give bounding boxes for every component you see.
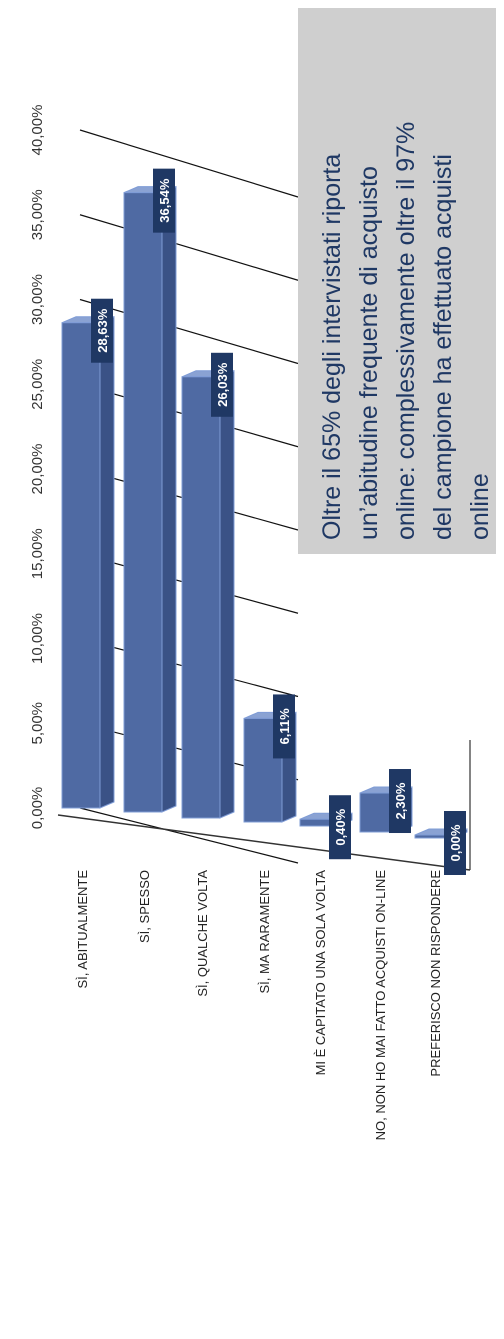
y-tick-label: 15,00%: [29, 528, 46, 579]
data-label-bg: [91, 298, 113, 363]
gridline: [79, 129, 299, 198]
bar: [181, 376, 221, 819]
category-label: SÌ, SPESSO: [137, 870, 152, 943]
data-label-bg: [389, 769, 411, 834]
y-tick-label: 30,00%: [29, 274, 46, 325]
bar-side: [161, 185, 177, 813]
category-axis-line: [57, 814, 471, 871]
bar-side: [99, 315, 115, 809]
bar: [61, 322, 101, 809]
data-label-text: 6,11%: [277, 708, 292, 745]
callout-line: del campione ha effettuato acquisti: [429, 154, 457, 540]
y-tick-label: 35,00%: [29, 189, 46, 240]
data-label: 2,30%: [389, 769, 411, 834]
y-tick-label: 20,00%: [29, 444, 46, 495]
data-label-text: 2,30%: [393, 782, 408, 819]
data-label-text: 36,54%: [157, 178, 172, 223]
category-label: NO, NON HO MAI FATTO ACQUISTI ON-LINE: [373, 870, 388, 1141]
bar: [123, 192, 163, 813]
data-label-text: 26,03%: [215, 362, 230, 407]
data-label: 0,00%: [444, 811, 466, 875]
callout-line: Oltre il 65% degli intervistati riporta: [318, 154, 346, 540]
callout-box: [298, 8, 496, 554]
y-tick-label: 10,00%: [29, 613, 46, 664]
data-label-text: 0,40%: [333, 808, 348, 845]
gridline: [79, 298, 299, 365]
callout-line: online: complessivamente oltre il 97%: [392, 122, 420, 540]
data-label: 0,40%: [329, 795, 351, 860]
data-label-bg: [211, 352, 233, 417]
gridline: [79, 807, 299, 864]
data-label-bg: [444, 811, 466, 875]
data-label-bg: [153, 168, 175, 233]
category-label: SÌ, ABITUALMENTE: [75, 870, 90, 989]
data-label-bg: [329, 795, 351, 860]
category-label: PREFERISCO NON RISPONDERE: [428, 870, 443, 1077]
callout-line: online: [466, 473, 494, 540]
callout-line: un’abitudine frequente di acquisto: [355, 166, 383, 540]
category-label: MI È CAPITATO UNA SOLA VOLTA: [313, 870, 328, 1076]
data-label: 28,63%: [91, 298, 113, 363]
data-label-text: 0,00%: [448, 824, 463, 861]
y-tick-label: 0,00%: [29, 787, 46, 830]
y-tick-label: 40,00%: [29, 105, 46, 156]
data-label: 26,03%: [211, 352, 233, 417]
data-label-bg: [273, 694, 295, 759]
category-label: SÌ, QUALCHE VOLTA: [195, 870, 210, 997]
bar-side: [219, 370, 235, 819]
y-tick-label: 25,00%: [29, 359, 46, 410]
data-label-text: 28,63%: [95, 308, 110, 353]
data-label: 6,11%: [273, 694, 295, 759]
data-label: 36,54%: [153, 168, 175, 233]
gridline: [79, 214, 299, 281]
category-label: SÌ, MA RARAMENTE: [257, 870, 272, 994]
y-tick-label: 5,00%: [29, 702, 46, 745]
